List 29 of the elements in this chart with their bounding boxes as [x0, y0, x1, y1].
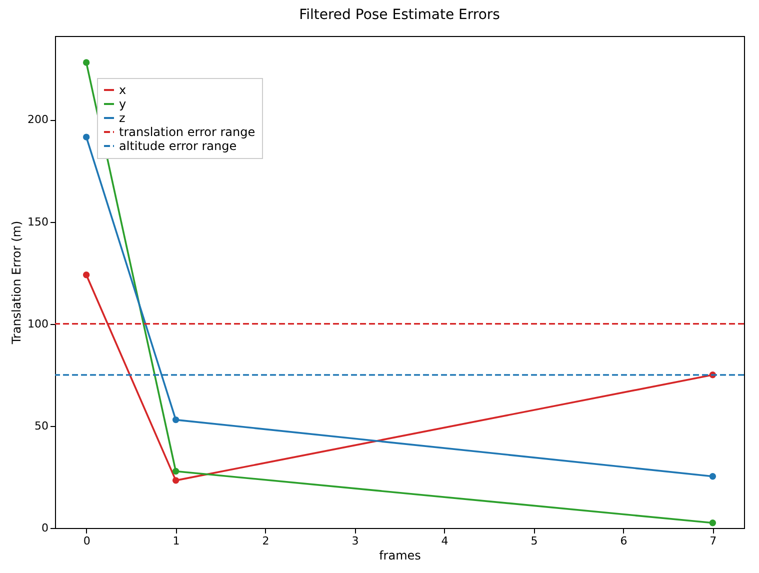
point [172, 468, 180, 475]
point [172, 416, 180, 424]
point [82, 134, 90, 140]
y-tick-label: 150 [28, 215, 48, 228]
y-tick-label: 200 [28, 113, 48, 126]
legend-label: altitude error range [119, 139, 237, 153]
x-tick-label: 3 [352, 534, 359, 548]
legend-label: x [119, 83, 126, 97]
y-tick-label: 0 [42, 522, 48, 534]
legend-label: z [119, 111, 126, 125]
x-tick-label: 4 [441, 534, 448, 548]
point [172, 477, 180, 484]
y-tick-label: 50 [34, 419, 48, 432]
x-tick-label: 0 [83, 534, 90, 548]
point [82, 272, 90, 278]
point [709, 473, 716, 480]
point [82, 59, 90, 66]
x-axis-title: frames [379, 548, 421, 562]
x-tick-label: 7 [710, 534, 717, 548]
legend-label: translation error range [119, 125, 256, 139]
chart-title: Filtered Pose Estimate Errors [299, 7, 500, 23]
x-tick-label: 6 [620, 534, 628, 548]
legend-label: y [119, 97, 126, 111]
point [709, 520, 716, 526]
y-axis-title: Translation Error (m) [10, 220, 24, 346]
x-tick-label: 5 [530, 534, 538, 548]
y-tick-label: 100 [28, 317, 48, 330]
x-tick-label: 1 [172, 534, 180, 548]
x-tick-label: 2 [262, 534, 270, 548]
